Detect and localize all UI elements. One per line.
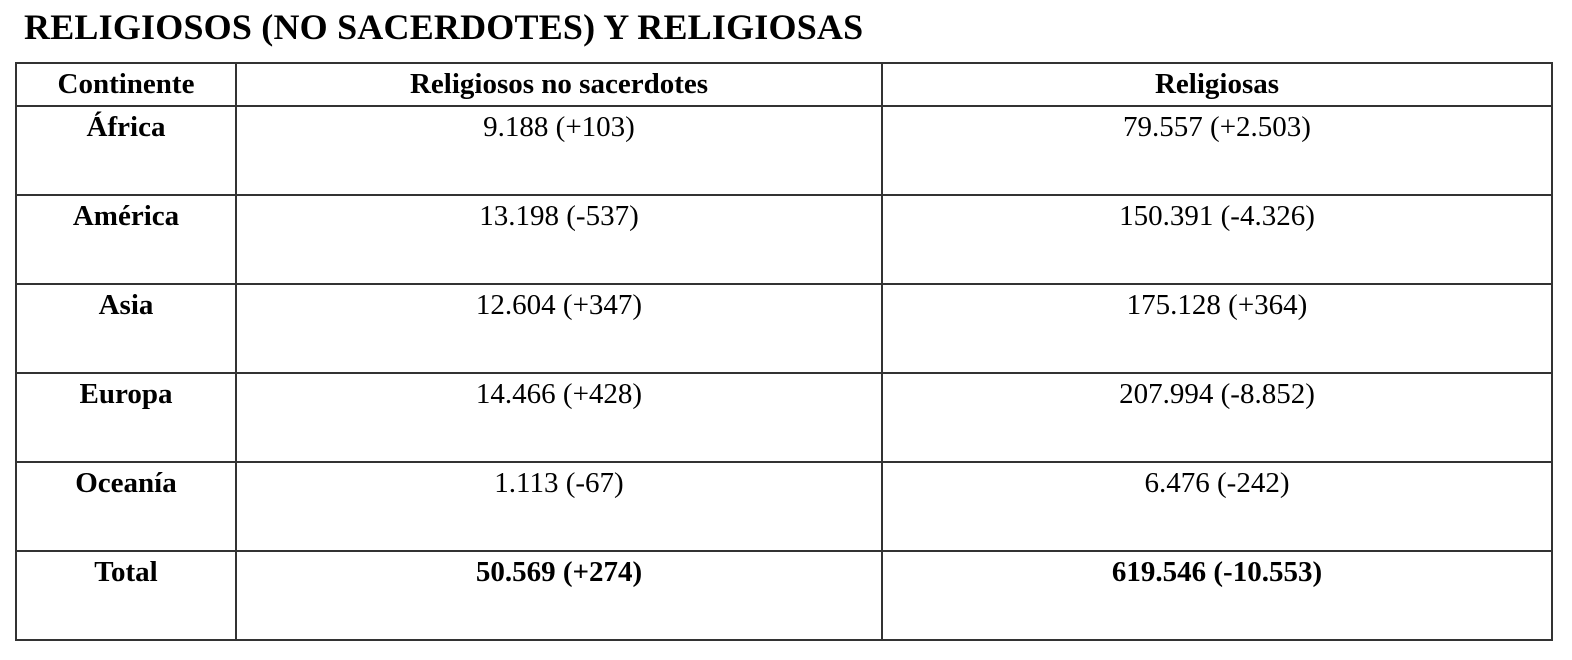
cell-religiosos: 9.188 (+103) [235,105,883,196]
cell-religiosos: 13.198 (-537) [235,194,883,285]
header-religiosas: Religiosas [881,62,1553,107]
cell-religiosas: 207.994 (-8.852) [881,372,1553,463]
cell-continent: Total [15,550,237,641]
header-religiosos: Religiosos no sacerdotes [235,62,883,107]
cell-religiosas: 150.391 (-4.326) [881,194,1553,285]
table-row-asia: Asia 12.604 (+347) 175.128 (+364) [15,283,1553,374]
cell-religiosas: 79.557 (+2.503) [881,105,1553,196]
cell-religiosas: 6.476 (-242) [881,461,1553,552]
table-row-africa: África 9.188 (+103) 79.557 (+2.503) [15,105,1553,196]
cell-religiosos: 1.113 (-67) [235,461,883,552]
cell-continent: Europa [15,372,237,463]
table-row-oceania: Oceanía 1.113 (-67) 6.476 (-242) [15,461,1553,552]
page-title: RELIGIOSOS (NO SACERDOTES) Y RELIGIOSAS [24,7,864,47]
header-row: Continente Religiosos no sacerdotes Reli… [15,62,1553,107]
table-row-europa: Europa 14.466 (+428) 207.994 (-8.852) [15,372,1553,463]
religious-statistics-table: Continente Religiosos no sacerdotes Reli… [15,62,1553,641]
cell-religiosos: 50.569 (+274) [235,550,883,641]
table-header: Continente Religiosos no sacerdotes Reli… [15,62,1553,107]
header-continente: Continente [15,62,237,107]
cell-continent: África [15,105,237,196]
cell-religiosos: 12.604 (+347) [235,283,883,374]
table-row-america: América 13.198 (-537) 150.391 (-4.326) [15,194,1553,285]
cell-religiosas: 175.128 (+364) [881,283,1553,374]
cell-religiosos: 14.466 (+428) [235,372,883,463]
cell-continent: Asia [15,283,237,374]
cell-continent: América [15,194,237,285]
table-row-total: Total 50.569 (+274) 619.546 (-10.553) [15,550,1553,641]
cell-religiosas: 619.546 (-10.553) [881,550,1553,641]
table-body: África 9.188 (+103) 79.557 (+2.503) Amér… [15,105,1553,641]
cell-continent: Oceanía [15,461,237,552]
